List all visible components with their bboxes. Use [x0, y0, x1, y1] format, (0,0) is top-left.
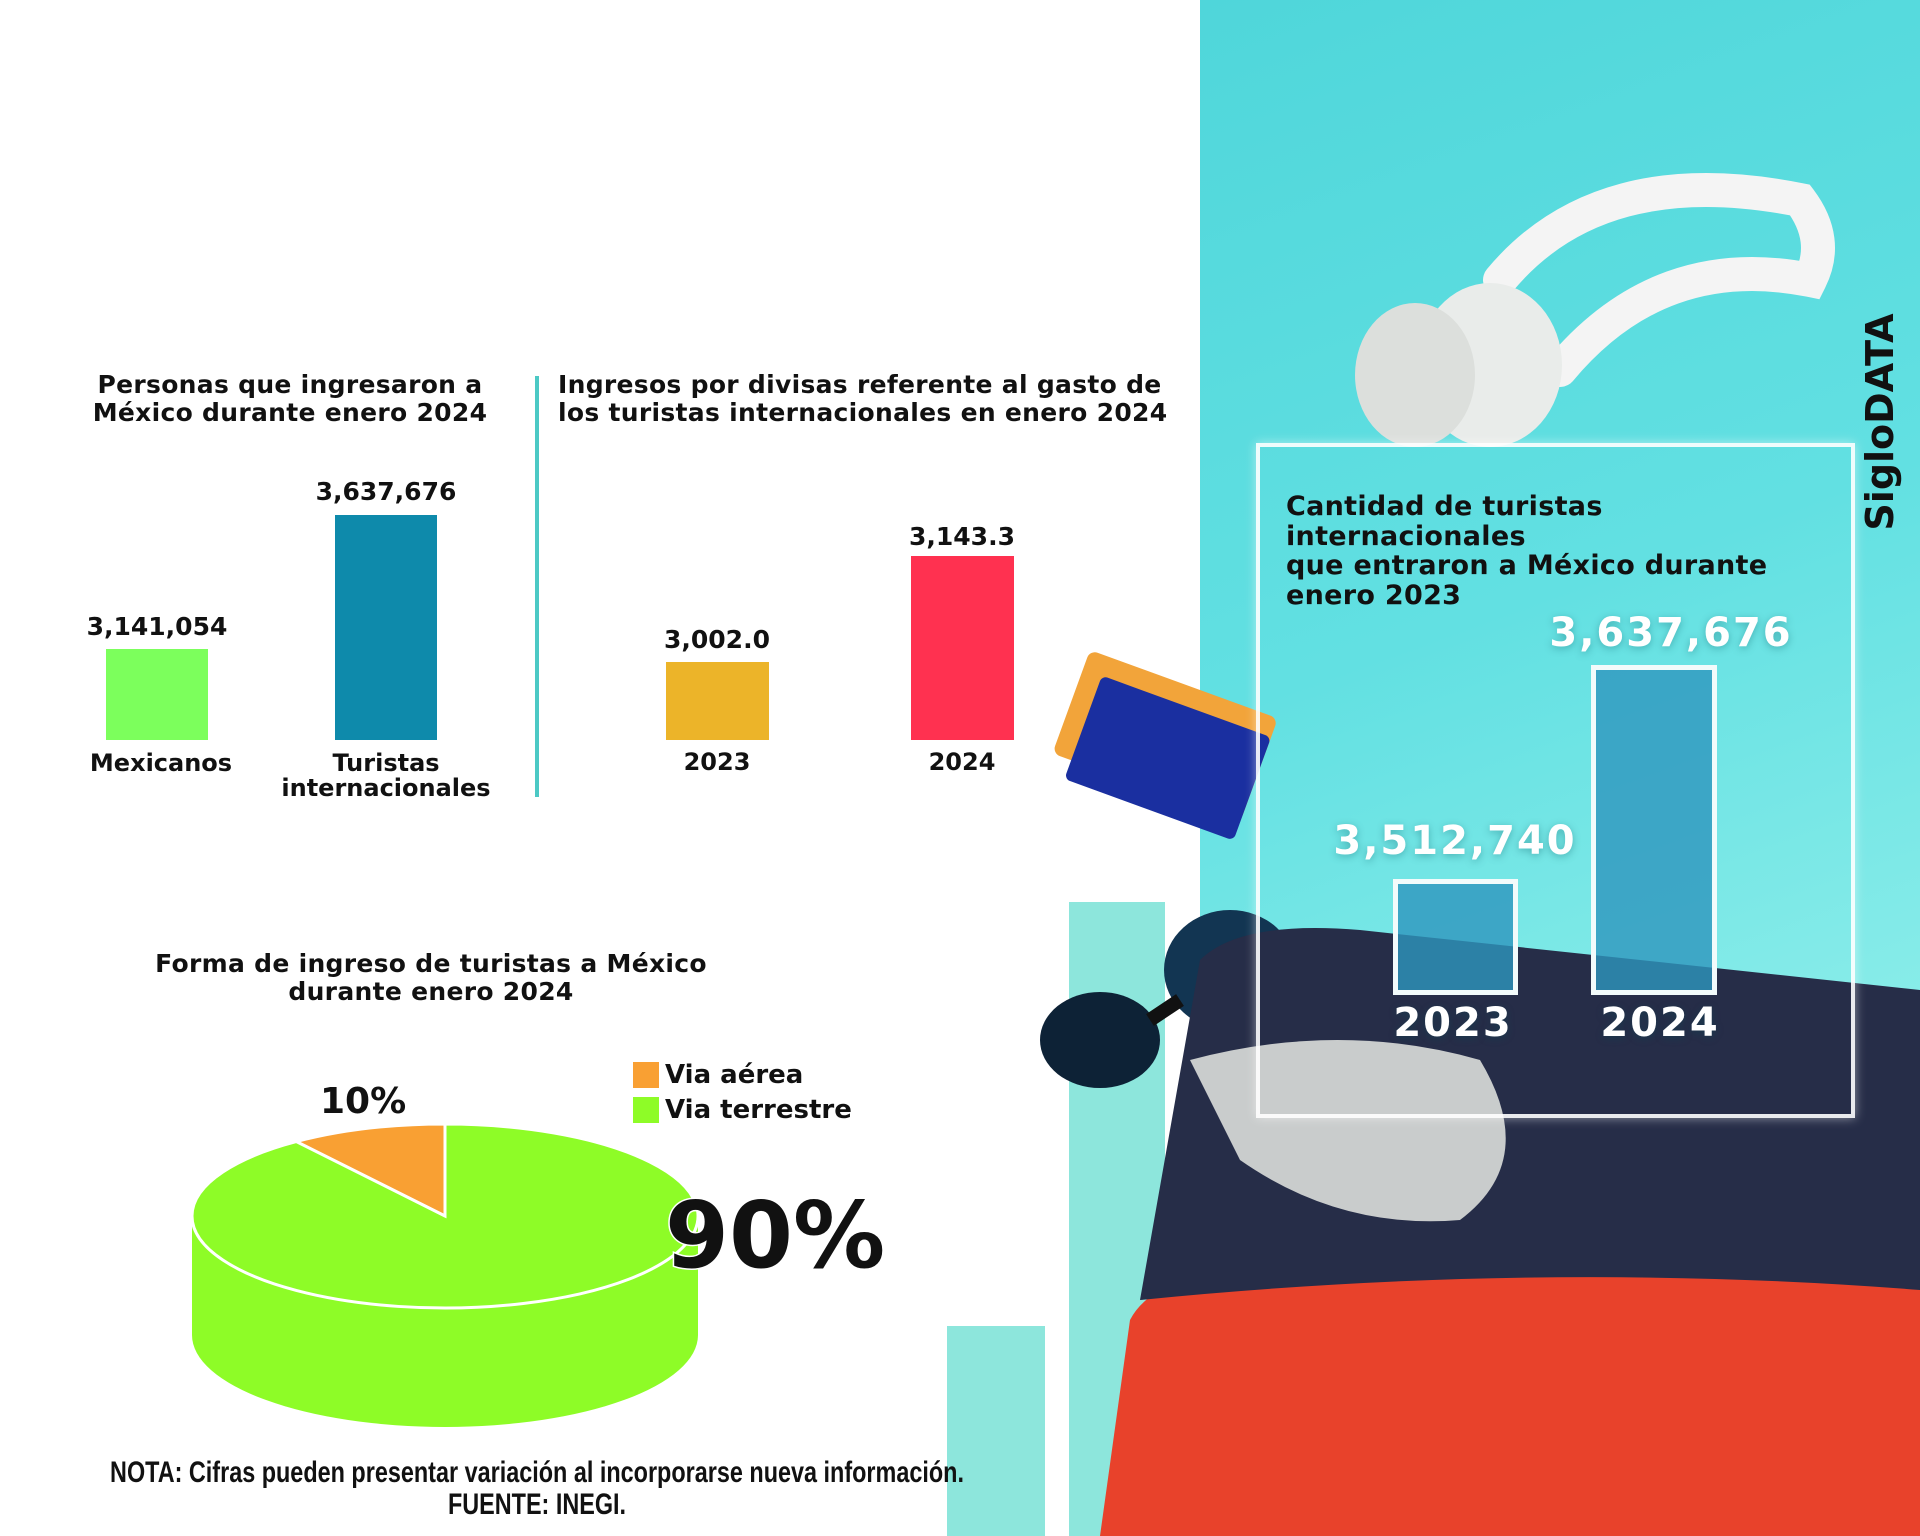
chart3-frame — [1256, 443, 1855, 1118]
pie-slice-0 — [292, 1122, 447, 1219]
chart4-title-line: Forma de ingreso de turistas a México — [155, 949, 707, 978]
legend-label-air: Via aérea — [665, 1060, 804, 1090]
pie-label-90: 90% — [663, 1181, 886, 1291]
value-label-2024: 3,143.3 — [909, 522, 1015, 551]
value-label-2023-turistas: 3,512,740 — [1333, 818, 1577, 864]
category-label-2023-turistas: 2023 — [1393, 1000, 1513, 1046]
category-label-2024-turistas: 2024 — [1600, 1000, 1720, 1046]
legend-swatch-air — [633, 1062, 659, 1088]
category-label-line: internacionales — [281, 774, 491, 802]
category-label-2024: 2024 — [928, 748, 996, 776]
chart1-title: Personas que ingresaron a México durante… — [60, 371, 520, 427]
bar-2024-divisas — [911, 556, 1014, 740]
category-label-turistas: Turistas internacionales — [256, 751, 516, 801]
bar-turistas-internacionales — [335, 515, 437, 740]
source-note: FUENTE: INEGI. — [447, 1488, 627, 1521]
brand-logo: SigloDATA — [1858, 313, 1902, 531]
chart1-title-line: Personas que ingresaron a — [97, 370, 483, 399]
chart4-title: Forma de ingreso de turistas a México du… — [111, 950, 751, 1006]
bar-2023-turistas — [1393, 879, 1518, 995]
decorative-bar — [947, 1326, 1045, 1536]
headphones-icon — [1355, 173, 1835, 447]
pie-chart — [190, 1122, 700, 1427]
category-label-mexicanos: Mexicanos — [89, 749, 233, 777]
category-label-line: Turistas — [332, 749, 440, 777]
chart3-title-line: Cantidad de turistas internacionales — [1286, 491, 1603, 552]
footnote: NOTA: Cifras pueden presentar variación … — [110, 1456, 964, 1489]
bar-2024-turistas — [1591, 665, 1717, 995]
chart3-title-line: enero 2023 — [1286, 579, 1462, 611]
value-label-2024-turistas: 3,637,676 — [1549, 610, 1793, 656]
legend-swatch-land — [633, 1097, 659, 1123]
value-label-mexicanos: 3,141,054 — [86, 612, 228, 641]
category-label-2023: 2023 — [683, 748, 751, 776]
value-label-2023: 3,002.0 — [664, 625, 770, 654]
chart2-title-line: los turistas internacionales en enero 20… — [558, 398, 1168, 427]
bar-mexicanos — [106, 649, 208, 740]
chart1-title-line: México durante enero 2024 — [92, 398, 488, 427]
chart3-title: Cantidad de turistas internacionales que… — [1286, 492, 1846, 610]
bar-2023-divisas — [666, 662, 769, 740]
pie-label-10: 10% — [320, 1081, 407, 1122]
chart2-title: Ingresos por divisas referente al gasto … — [558, 371, 1198, 427]
legend-label-land: Via terrestre — [665, 1095, 852, 1125]
chart4-title-line: durante enero 2024 — [288, 977, 574, 1006]
passport-icon — [1054, 652, 1276, 839]
chart3-title-line: que entraron a México durante — [1286, 550, 1768, 581]
chart2-title-line: Ingresos por divisas referente al gasto … — [558, 370, 1162, 399]
chart-divider — [535, 376, 539, 797]
pie-slice-1 — [190, 1122, 700, 1310]
value-label-turistas: 3,637,676 — [315, 477, 457, 506]
